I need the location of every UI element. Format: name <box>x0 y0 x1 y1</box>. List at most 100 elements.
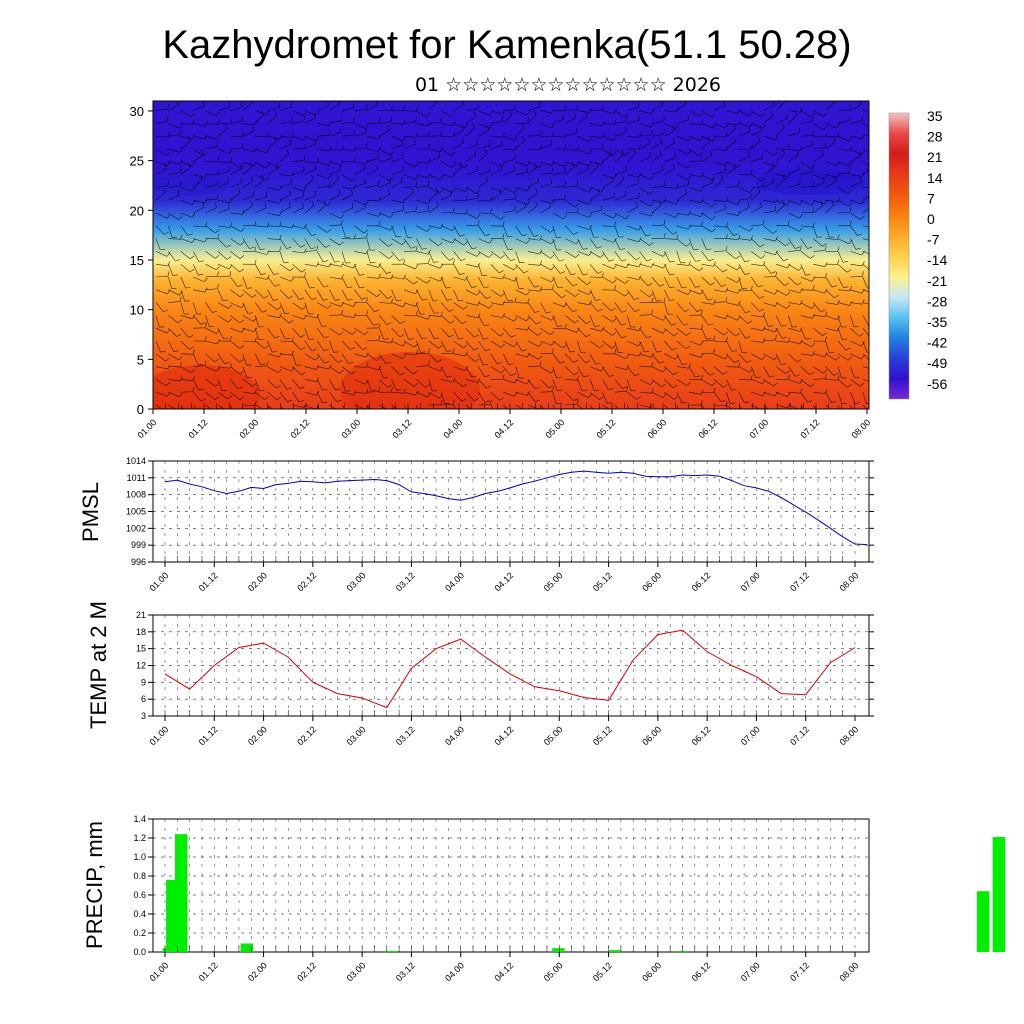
wind-barb <box>577 225 590 230</box>
wind-barb <box>416 199 428 205</box>
wind-barb-feather <box>440 117 442 123</box>
wind-barb <box>490 144 503 150</box>
wind-barb-feather <box>426 113 431 118</box>
wind-barb <box>713 199 726 202</box>
wind-barb-feather <box>837 172 840 178</box>
wind-barb-feather <box>613 109 617 115</box>
wind-barb <box>255 391 265 400</box>
wind-barb-feather <box>509 110 513 116</box>
y-tick-label: 6 <box>141 694 146 704</box>
wind-barb-feather <box>739 408 740 409</box>
wind-barb <box>614 328 623 339</box>
wind-barb-feather <box>486 385 492 389</box>
wind-barb <box>316 251 324 262</box>
wind-barb <box>689 212 701 217</box>
wind-barb-feather <box>583 375 589 378</box>
wind-barb-feather <box>476 189 481 194</box>
wind-barb <box>788 225 800 232</box>
wind-barb-feather <box>323 260 329 263</box>
wind-barb-feather <box>388 189 390 195</box>
wind-barb <box>379 238 389 247</box>
wind-barb-feather <box>859 151 862 157</box>
wind-barb-feather <box>700 187 704 192</box>
wind-barb <box>738 315 748 324</box>
wind-barb-feather <box>713 348 715 354</box>
wind-barb <box>155 289 168 295</box>
wind-barb-feather <box>458 338 464 340</box>
wind-barb <box>267 328 275 339</box>
wind-barb-feather <box>576 399 579 405</box>
wind-barb <box>465 224 479 227</box>
temp-frame <box>152 614 870 717</box>
wind-barb-feather <box>302 306 307 310</box>
wind-barb-feather <box>871 189 873 194</box>
wind-barb <box>354 251 367 254</box>
wind-barb <box>750 191 761 201</box>
wind-barb <box>515 140 525 150</box>
wind-barb <box>552 264 561 274</box>
wind-barb <box>168 172 181 175</box>
wind-barb-feather <box>514 104 517 110</box>
precip-ylabel: PRECIP, mm <box>82 821 107 949</box>
wind-barb-feather <box>275 385 281 389</box>
wind-barb <box>552 251 560 262</box>
wind-barb-feather <box>659 284 665 287</box>
wind-barb <box>416 289 423 301</box>
x-tick-label: 02.00 <box>237 417 260 440</box>
wind-barb-feather <box>428 348 430 354</box>
wind-barb-feather <box>222 299 229 301</box>
wind-barb-feather <box>833 137 836 143</box>
wind-barb <box>416 185 429 188</box>
wind-barb <box>552 238 557 251</box>
wind-barb <box>577 315 587 324</box>
wind-barb-feather <box>539 145 542 151</box>
wind-barb-feather <box>795 374 801 377</box>
wind-barb-feather <box>415 310 418 316</box>
wind-barb-feather <box>403 105 406 111</box>
wind-barb <box>168 289 180 296</box>
wind-barb-feather <box>187 136 191 142</box>
wind-barb-feather <box>548 413 553 415</box>
wind-barb <box>155 168 167 175</box>
wind-barb <box>465 170 478 175</box>
wind-barb-feather <box>587 410 591 413</box>
wind-barb-feather <box>811 277 816 282</box>
wind-barb-feather <box>514 378 518 384</box>
wind-barb-feather <box>388 125 390 131</box>
wind-barb <box>515 171 528 175</box>
wind-barb-feather <box>711 176 716 181</box>
wind-barb <box>230 379 239 390</box>
wind-barb <box>205 327 217 334</box>
wind-barb-feather <box>812 130 815 136</box>
wind-barb <box>403 328 409 340</box>
wind-barb <box>441 379 453 383</box>
wind-barb-feather <box>304 272 307 278</box>
wind-barb-feather <box>324 361 330 364</box>
wind-barb <box>292 196 304 201</box>
wind-barb <box>316 353 325 364</box>
wind-barb <box>626 251 636 261</box>
wind-barb-feather <box>685 188 688 194</box>
wind-barb-feather <box>849 207 852 213</box>
wind-barb <box>788 132 800 137</box>
wind-barb <box>775 315 782 327</box>
wind-barb <box>441 110 452 118</box>
wind-barb-feather <box>264 396 269 400</box>
wind-barb-feather <box>538 355 543 360</box>
wind-barb <box>825 302 838 305</box>
wind-barb <box>205 184 218 188</box>
wind-barb <box>217 123 231 125</box>
wind-barb <box>825 340 830 353</box>
wind-barb-feather <box>452 259 455 265</box>
wind-barb-feather <box>215 202 217 208</box>
wind-barb <box>837 315 842 328</box>
wind-barb-feather <box>662 329 667 334</box>
wind-barb <box>800 353 813 356</box>
colorbar-label: 28 <box>927 129 943 145</box>
wind-barb-feather <box>835 356 840 361</box>
wind-barb-feather <box>775 271 778 277</box>
wind-barb <box>230 212 243 215</box>
wind-barb-feather <box>810 113 815 117</box>
wind-barb-feather <box>585 334 591 338</box>
wind-barb-feather <box>651 297 654 303</box>
